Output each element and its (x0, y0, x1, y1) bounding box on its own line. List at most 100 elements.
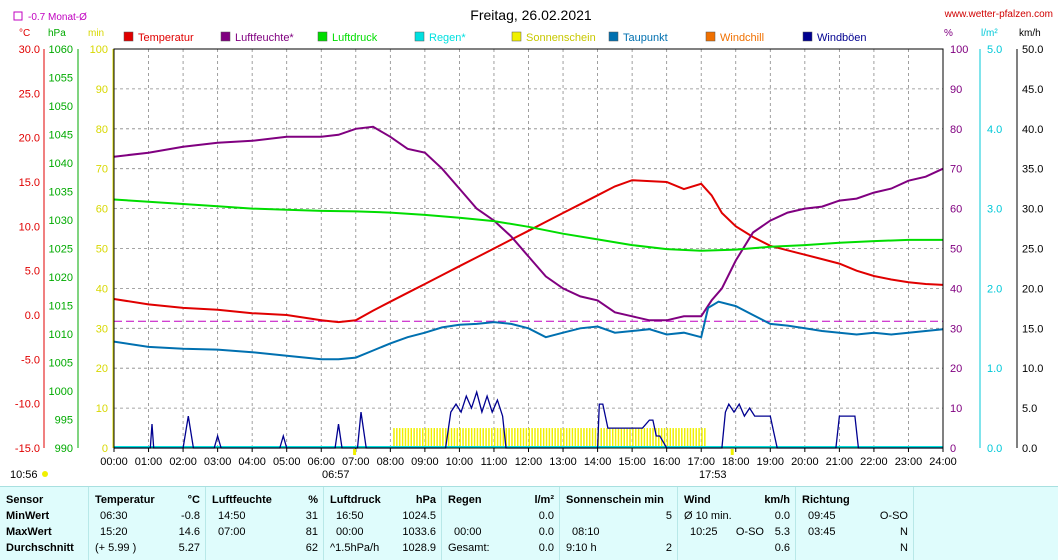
pressure-tick: 1050 (49, 101, 73, 113)
humidity-header: Luftfeuchte (212, 494, 272, 506)
sunshine-bar (419, 428, 421, 448)
sunshine-bar (516, 428, 519, 448)
pressure-tick: 1045 (49, 130, 73, 142)
sunshine-bar (404, 428, 407, 448)
temp-tick: -5.0 (21, 354, 40, 366)
sunshine-bar (629, 428, 631, 448)
sunshine-bar (701, 428, 703, 448)
chart-title: Freitag, 26.02.2021 (470, 7, 592, 23)
hum-max: 81 (305, 526, 318, 538)
wind-tick: 50.0 (1022, 44, 1043, 56)
sunshine-bar (557, 428, 559, 448)
temp-unit-label: °C (19, 28, 30, 39)
sunshine-bar (551, 428, 554, 448)
stats-sunshine: Sonnenschein min 5 08:10 9:10 h 2 (559, 487, 678, 560)
sunshine-bar (476, 428, 479, 448)
humidity-tick: 60 (950, 204, 962, 216)
legend-swatch (608, 31, 619, 42)
sunshine-bar (445, 428, 447, 448)
humidity-tick: 80 (950, 124, 962, 136)
dir-min-time: 09:45 (808, 510, 836, 522)
x-tick-label: 08:00 (377, 456, 405, 468)
legend-label: Temperatur (138, 32, 194, 44)
temp-max-time: 15:20 (100, 526, 128, 538)
pressure-tick: 1000 (49, 386, 73, 398)
row-label-avg: Durchschnitt (6, 542, 74, 554)
sunshine-bar (583, 428, 585, 448)
temp-tick: 5.0 (25, 266, 40, 278)
x-tick-label: 21:00 (826, 456, 854, 468)
stats-direction: Richtung 09:45 O-SO 03:45 N N (795, 487, 914, 560)
pressure-tick: 1015 (49, 301, 73, 313)
sunset-label: 17:53 (699, 469, 727, 481)
wind-tick: 30.0 (1022, 204, 1043, 216)
sunshine-bar (442, 428, 444, 448)
website-link[interactable]: www.wetter-pfalzen.com (944, 9, 1053, 20)
axis-labels: 30.0 25.0 20.0 15.0 10.0 5.0 0.0 -5.0 -10.0 -15.0… (15, 44, 1044, 455)
x-tick-label: 23:00 (895, 456, 923, 468)
sunshine-bar (456, 428, 459, 448)
x-tick-label: 12:00 (515, 456, 543, 468)
sunshine-bar (563, 428, 565, 448)
sunshine-bar (491, 428, 493, 448)
sunshine-bar (473, 428, 476, 448)
sunshine-bars (393, 428, 706, 448)
humidity-tick: 0 (950, 443, 956, 455)
x-tick-label: 20:00 (791, 456, 819, 468)
hum-min-time: 14:50 (218, 510, 246, 522)
rain-min: 0.0 (538, 510, 554, 522)
sunshine-bar (609, 428, 611, 448)
minutes-unit-label: min (88, 28, 104, 39)
rain-total: 0.0 (538, 542, 554, 554)
sunshine-bar (548, 428, 551, 448)
sunshine-bar (588, 428, 591, 448)
sunshine-bar (672, 428, 674, 448)
sunshine-bar (528, 428, 530, 448)
x-tick-label: 00:00 (100, 456, 128, 468)
x-tick-labels: 00:00 01:00 02:00 03:00 04:00 05:00 06:00 07:00… (100, 448, 957, 468)
legend-label: Taupunkt (623, 32, 668, 44)
dir-min: O-SO (879, 510, 908, 522)
press-min-time: 16:50 (336, 510, 364, 522)
humidity-tick: 30 (950, 323, 962, 335)
x-tick-label: 13:00 (549, 456, 577, 468)
x-tick-label: 11:00 (481, 456, 508, 468)
humidity-tick: 10 (950, 403, 962, 415)
row-label-sensor: Sensor (6, 494, 44, 506)
stats-rain: Regen l/m² 0.0 00:00 0.0 Gesamt: 0.0 (441, 487, 560, 560)
legend-label: Windböen (817, 32, 867, 44)
sun-event-marker (730, 449, 734, 455)
pressure-unit-label: hPa (48, 28, 66, 39)
wind-tick: 10.0 (1022, 363, 1043, 375)
legend-label: Luftdruck (332, 32, 378, 44)
minutes-tick: 70 (96, 164, 108, 176)
sunshine-bar (571, 428, 574, 448)
rain-total-label: Gesamt: (448, 542, 490, 554)
sunshine-bar (485, 428, 487, 448)
x-tick-label: 14:00 (584, 456, 612, 468)
sunshine-bar (692, 428, 695, 448)
wind-header: Wind (684, 494, 711, 506)
row-label-max: MaxWert (6, 526, 52, 538)
sunshine-bar (462, 428, 464, 448)
minutes-tick: 40 (96, 283, 108, 295)
sunshine-bar (568, 428, 571, 448)
sunshine-bar (531, 428, 533, 448)
sunshine-bar (514, 428, 516, 448)
wind-tick: 45.0 (1022, 84, 1043, 96)
sunshine-bar (482, 428, 484, 448)
wind-max: 5.3 (774, 526, 790, 538)
rain-unit: l/m² (534, 494, 554, 506)
wind-avg-label: Ø 10 min. (684, 510, 732, 522)
wind-tick: 20.0 (1022, 283, 1043, 295)
rain-tick: 4.0 (987, 124, 1002, 136)
sunshine-bar (600, 428, 602, 448)
x-tick-label: 19:00 (757, 456, 785, 468)
wind-tick: 40.0 (1022, 124, 1043, 136)
sunshine-bar (640, 428, 643, 448)
sunshine-bar (424, 428, 427, 448)
rain-tick: 1.0 (987, 363, 1002, 375)
legend-swatch (220, 31, 231, 42)
rain-max: 0.0 (538, 526, 554, 538)
sunshine-bar (577, 428, 579, 448)
